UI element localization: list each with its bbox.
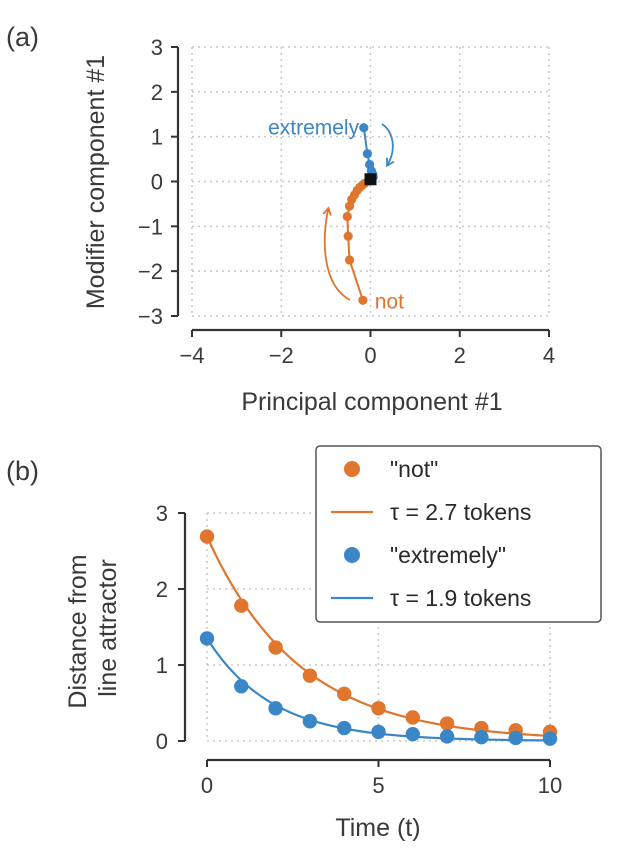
- extremely-point-0: [199, 631, 215, 646]
- not-point-5: [371, 701, 386, 716]
- extremely-point-5: [371, 724, 386, 740]
- panel-a-y-tick-label-0: −3: [138, 304, 163, 329]
- legend-frame: [315, 445, 602, 623]
- not-point-6: [405, 710, 420, 725]
- not-point-1: [234, 598, 249, 613]
- panel-b-y-axis-label: Distance from line attractor: [64, 547, 122, 708]
- legend-label-not-fit: τ = 2.7 tokens: [390, 499, 531, 525]
- extremely-point-10: [542, 731, 558, 746]
- extremely-point-6: [405, 726, 420, 742]
- panel-a-y-ticks: −3 −2 −1 0 1 2 3: [138, 35, 178, 329]
- legend-marker-extremely: [344, 547, 360, 563]
- annotation-not: not: [375, 290, 404, 313]
- not-point-4: [337, 686, 352, 702]
- extremely-arrow: [381, 123, 393, 164]
- not-arrow: [325, 210, 351, 301]
- not-trajectory-point-0: [358, 295, 368, 305]
- panel-b-x-tick-label-2: 10: [538, 773, 562, 798]
- not-trajectory-point-1: [344, 255, 355, 265]
- not-point-3: [302, 668, 318, 683]
- panel-b-x-tick-label-1: 5: [372, 773, 384, 798]
- extremely-point-7: [439, 729, 455, 744]
- panel-b-y-tick-label-2: 2: [156, 577, 168, 602]
- panel-a-x-tick-label-4: 4: [543, 343, 555, 368]
- extremely-point-9: [508, 730, 523, 746]
- not-trajectory-point-2: [343, 231, 353, 241]
- panel-a-x-tick-label-3: 2: [454, 343, 466, 368]
- panel-b-x-axis-label: Time (t): [335, 814, 420, 842]
- panel-a-arrows: [325, 123, 393, 301]
- panel-b: (b) 0 5 10 0 1 2 3 Time (t) Distance from lin…: [6, 445, 602, 842]
- legend-label-extremely-fit: τ = 1.9 tokens: [390, 585, 531, 611]
- panel-a-x-tick-label-1: −2: [269, 343, 294, 368]
- panel-a: (a) extremely not −4 −2 0 2 4 −3 −2 −1 0 1 2 3 Pri…: [6, 22, 555, 416]
- panel-a-x-tick-label-2: 0: [364, 343, 376, 368]
- panel-b-y-tick-label-3: 3: [156, 501, 168, 526]
- panel-b-y-tick-label-1: 1: [156, 653, 168, 678]
- panel-b-y-axis-label-line-1: Distance from: [64, 554, 92, 708]
- extremely-point-3: [302, 714, 318, 729]
- panel-a-y-tick-label-1: −2: [138, 259, 163, 284]
- extremely-trajectory-point-1: [362, 149, 372, 159]
- origin-marker: [364, 173, 377, 186]
- legend-marker-not: [344, 461, 360, 477]
- panel-a-trajectories: [342, 123, 378, 305]
- panel-a-y-tick-label-3: 0: [151, 170, 163, 195]
- panel-b-y-axis-label-line-2: line attractor: [94, 559, 122, 697]
- legend-label-not: "not": [390, 456, 438, 482]
- panel-b-x-tick-label-0: 0: [201, 773, 213, 798]
- extremely-point-2: [268, 701, 283, 716]
- panel-a-y-tick-label-2: −1: [138, 214, 163, 239]
- not-point-2: [268, 640, 283, 655]
- panel-a-annotations: extremely not: [268, 117, 404, 314]
- panel-a-y-tick-label-4: 1: [151, 125, 163, 150]
- panel-a-x-axis-label: Principal component #1: [241, 388, 502, 416]
- legend: "not" τ = 2.7 tokens "extremely" τ = 1.9 to…: [315, 445, 602, 623]
- panel-a-label: (a): [6, 22, 39, 52]
- extremely-trajectory-point-0: [359, 123, 369, 133]
- panel-a-y-axis-label: Modifier component #1: [82, 55, 110, 309]
- panel-b-x-ticks: 0 5 10: [201, 760, 562, 798]
- panel-a-y-tick-label-5: 2: [151, 80, 163, 105]
- panel-b-y-ticks: 0 1 2 3: [156, 501, 185, 754]
- extremely-point-8: [474, 730, 489, 745]
- extremely-point-1: [234, 679, 249, 694]
- panel-a-x-tick-label-0: −4: [179, 343, 204, 368]
- annotation-extremely: extremely: [268, 117, 360, 140]
- panel-b-y-tick-label-0: 0: [156, 729, 168, 754]
- panel-a-y-tick-label-6: 3: [151, 35, 163, 60]
- panel-b-series: [199, 529, 558, 746]
- panel-a-x-ticks: −4 −2 0 2 4: [179, 330, 555, 368]
- legend-label-extremely: "extremely": [390, 542, 506, 568]
- not-trajectory-point-3: [342, 211, 352, 222]
- not-point-0: [199, 529, 215, 544]
- extremely-point-4: [337, 720, 352, 736]
- panel-b-label: (b): [6, 456, 39, 486]
- not-point-7: [439, 716, 455, 731]
